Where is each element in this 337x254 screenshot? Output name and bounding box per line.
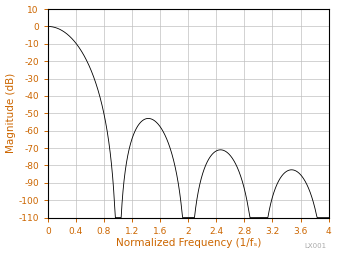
Y-axis label: Magnitude (dB): Magnitude (dB) — [5, 73, 16, 153]
Text: LX001: LX001 — [305, 243, 327, 249]
X-axis label: Normalized Frequency (1/fₛ): Normalized Frequency (1/fₛ) — [116, 239, 261, 248]
